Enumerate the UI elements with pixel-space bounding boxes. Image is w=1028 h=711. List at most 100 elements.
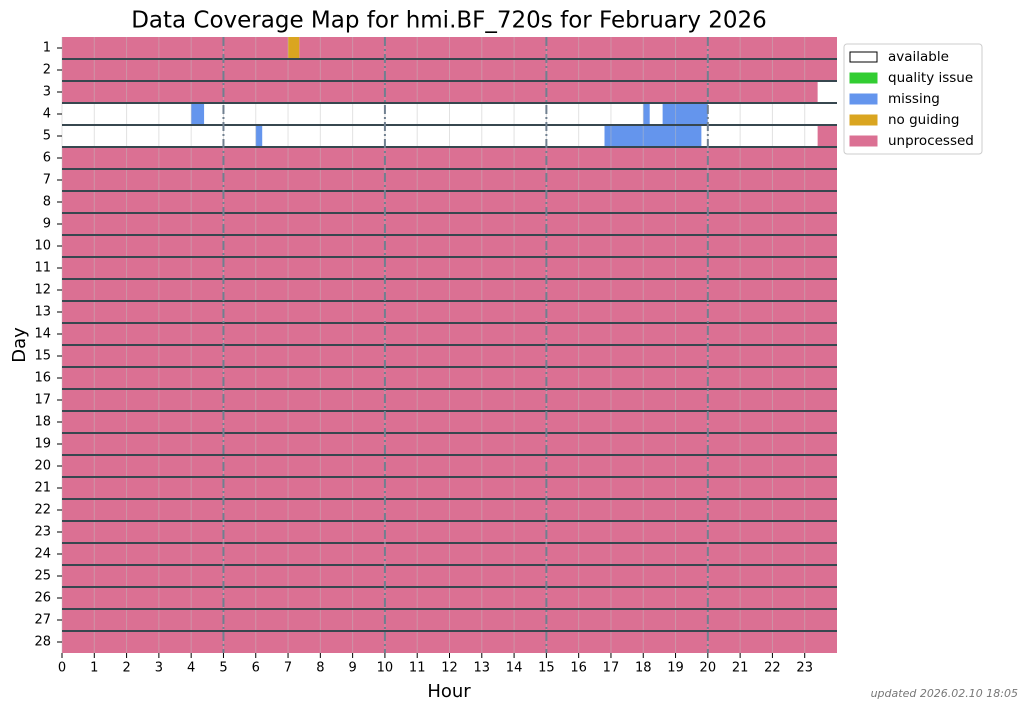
y-tick-label: 24 bbox=[34, 547, 51, 562]
coverage-segment bbox=[817, 81, 837, 103]
y-tick-label: 1 bbox=[43, 41, 51, 56]
x-tick-label: 15 bbox=[538, 661, 555, 676]
y-tick-label: 19 bbox=[34, 437, 51, 452]
coverage-segment bbox=[262, 125, 605, 147]
y-tick-label: 27 bbox=[34, 613, 51, 628]
coverage-segment bbox=[62, 235, 837, 257]
x-tick-label: 4 bbox=[187, 661, 195, 676]
coverage-segment bbox=[191, 103, 205, 125]
x-tick-label: 6 bbox=[252, 661, 260, 676]
coverage-segment bbox=[62, 565, 837, 587]
legend-label: unprocessed bbox=[888, 133, 974, 149]
y-tick-label: 13 bbox=[34, 305, 51, 320]
x-tick-label: 11 bbox=[409, 661, 426, 676]
coverage-segment bbox=[817, 125, 837, 147]
x-tick-label: 8 bbox=[316, 661, 324, 676]
x-tick-label: 19 bbox=[667, 661, 684, 676]
coverage-segment bbox=[643, 103, 650, 125]
x-tick-label: 10 bbox=[377, 661, 394, 676]
coverage-segment bbox=[62, 191, 837, 213]
coverage-segment bbox=[62, 389, 837, 411]
legend-label: available bbox=[888, 49, 949, 65]
coverage-segment bbox=[62, 543, 837, 565]
coverage-segment bbox=[62, 521, 837, 543]
y-tick-label: 21 bbox=[34, 481, 51, 496]
x-tick-label: 3 bbox=[155, 661, 163, 676]
coverage-segment bbox=[62, 345, 837, 367]
x-tick-label: 18 bbox=[635, 661, 652, 676]
coverage-segment bbox=[204, 103, 644, 125]
y-tick-label: 25 bbox=[34, 569, 51, 584]
coverage-segment bbox=[62, 213, 837, 235]
coverage-segment bbox=[62, 125, 256, 147]
coverage-segment bbox=[62, 169, 837, 191]
x-tick-label: 22 bbox=[764, 661, 781, 676]
coverage-segment bbox=[649, 103, 663, 125]
y-tick-label: 9 bbox=[43, 217, 51, 232]
y-tick-label: 14 bbox=[34, 327, 51, 342]
x-tick-label: 5 bbox=[219, 661, 227, 676]
coverage-segment bbox=[62, 103, 192, 125]
coverage-segment bbox=[62, 455, 837, 477]
coverage-segment bbox=[62, 37, 289, 59]
y-tick-label: 22 bbox=[34, 503, 51, 518]
legend-swatch bbox=[849, 72, 878, 84]
x-tick-label: 23 bbox=[796, 661, 813, 676]
x-tick-label: 1 bbox=[90, 661, 98, 676]
coverage-segment bbox=[707, 103, 837, 125]
legend-label: missing bbox=[888, 91, 940, 107]
y-tick-label: 26 bbox=[34, 591, 51, 606]
coverage-segment bbox=[604, 125, 702, 147]
y-tick-label: 15 bbox=[34, 349, 51, 364]
coverage-segment bbox=[255, 125, 263, 147]
legend-swatch bbox=[849, 51, 878, 63]
coverage-segment bbox=[62, 587, 837, 609]
x-axis-label: Hour bbox=[427, 681, 471, 702]
y-tick-label: 23 bbox=[34, 525, 51, 540]
y-tick-label: 8 bbox=[43, 195, 51, 210]
coverage-segment bbox=[288, 37, 300, 59]
coverage-segment bbox=[62, 433, 837, 455]
legend-swatch bbox=[849, 93, 878, 105]
y-tick-label: 12 bbox=[34, 283, 51, 298]
coverage-segment bbox=[62, 367, 837, 389]
y-tick-label: 7 bbox=[43, 173, 51, 188]
coverage-segment bbox=[62, 411, 837, 433]
y-tick-label: 11 bbox=[34, 261, 51, 276]
coverage-segment bbox=[62, 477, 837, 499]
y-tick-label: 20 bbox=[34, 459, 51, 474]
y-tick-label: 10 bbox=[34, 239, 51, 254]
coverage-segment bbox=[62, 499, 837, 521]
coverage-segment bbox=[62, 301, 837, 323]
coverage-segment bbox=[62, 631, 837, 653]
x-tick-label: 2 bbox=[122, 661, 130, 676]
coverage-segment bbox=[62, 81, 818, 103]
y-axis-label: Day bbox=[9, 327, 30, 363]
x-tick-label: 20 bbox=[700, 661, 717, 676]
x-tick-label: 21 bbox=[732, 661, 749, 676]
x-tick-label: 12 bbox=[441, 661, 458, 676]
y-tick-label: 3 bbox=[43, 85, 51, 100]
x-tick-label: 0 bbox=[58, 661, 66, 676]
legend-swatch bbox=[849, 114, 878, 126]
coverage-segment bbox=[62, 59, 837, 81]
y-tick-label: 6 bbox=[43, 151, 51, 166]
coverage-segment bbox=[62, 609, 837, 631]
y-tick-label: 4 bbox=[43, 107, 51, 122]
y-tick-label: 28 bbox=[34, 635, 51, 650]
x-tick-label: 17 bbox=[603, 661, 620, 676]
coverage-segment bbox=[62, 257, 837, 279]
coverage-segment bbox=[662, 103, 708, 125]
legend-label: quality issue bbox=[888, 70, 973, 86]
coverage-segment bbox=[62, 147, 837, 169]
footnote: updated 2026.02.10 18:05 bbox=[871, 687, 1018, 700]
y-tick-label: 18 bbox=[34, 415, 51, 430]
y-tick-label: 17 bbox=[34, 393, 51, 408]
y-tick-label: 16 bbox=[34, 371, 51, 386]
y-tick-label: 5 bbox=[43, 129, 51, 144]
x-tick-label: 7 bbox=[284, 661, 292, 676]
coverage-segment bbox=[299, 37, 837, 59]
coverage-segment bbox=[701, 125, 818, 147]
x-tick-label: 13 bbox=[474, 661, 491, 676]
